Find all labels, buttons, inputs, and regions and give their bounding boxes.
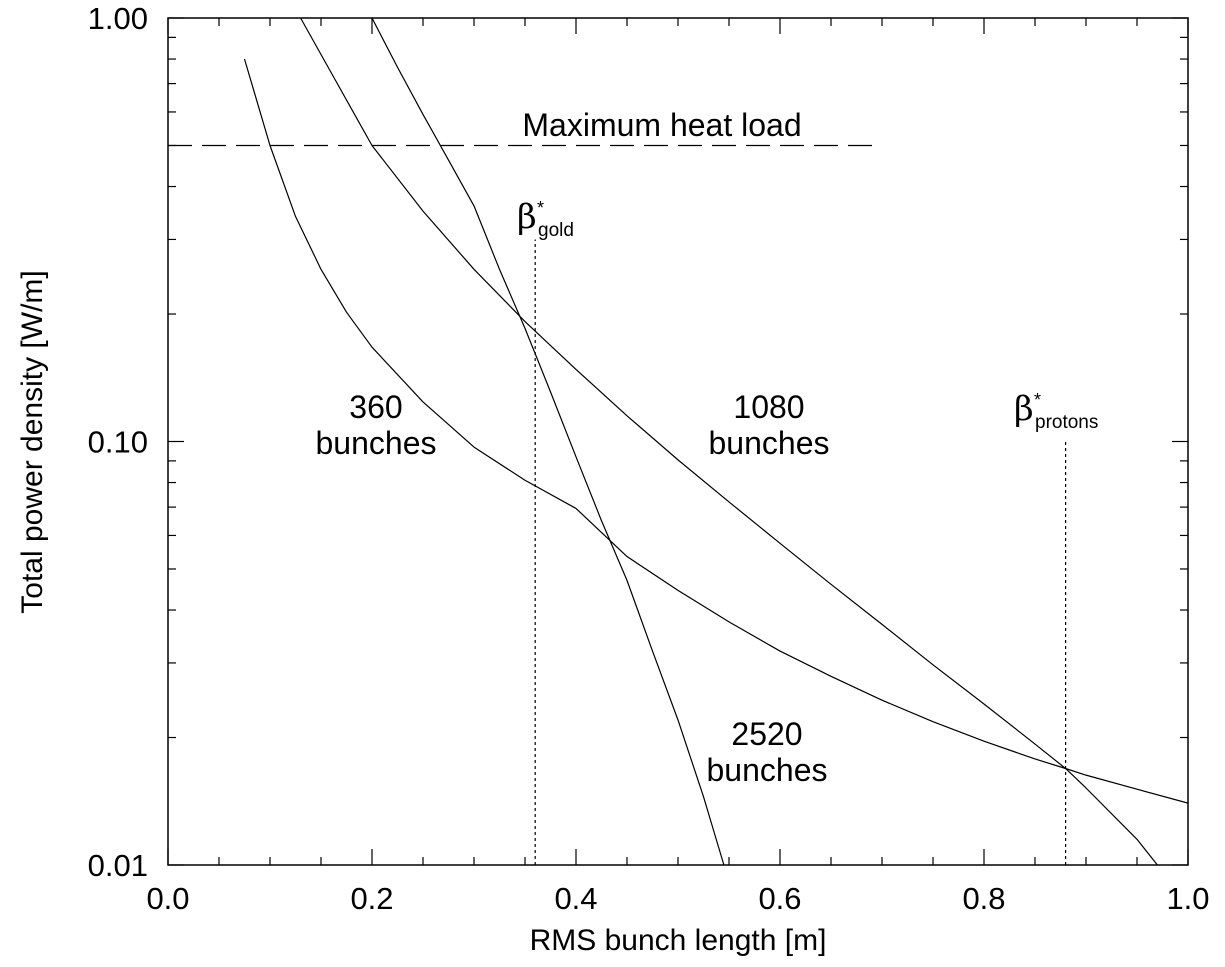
x-tick-label: 0.2 xyxy=(350,881,393,916)
series-label-2520: 2520 bunches xyxy=(707,716,828,788)
beta-gold-symbol: β xyxy=(517,197,537,237)
series-label-1080-line1: 1080 xyxy=(733,389,804,425)
beta-gold-subscript: gold xyxy=(538,220,574,241)
y-tick-label: 1.00 xyxy=(88,1,148,36)
x-tick-label: 0.0 xyxy=(146,881,189,916)
beta-protons-label: β * protons xyxy=(1014,389,1098,433)
x-axis-title: RMS bunch length [m] xyxy=(530,924,827,957)
x-tick-label: 0.6 xyxy=(758,881,801,916)
axis-tick-labels: 0.0 0.2 0.4 0.6 0.8 1.0 0.01 0.10 1.00 xyxy=(88,1,1210,916)
series-label-1080: 1080 bunches xyxy=(709,389,830,461)
series-label-2520-line2: bunches xyxy=(707,752,828,788)
series-label-360-line2: bunches xyxy=(316,425,437,461)
beta-protons-symbol: β xyxy=(1014,389,1034,429)
axis-ticks xyxy=(167,17,1189,866)
series-label-360-line1: 360 xyxy=(349,389,402,425)
y-tick-label: 0.01 xyxy=(88,848,148,883)
beta-protons-subscript: protons xyxy=(1035,412,1098,433)
x-tick-label: 0.8 xyxy=(962,881,1005,916)
series-label-1080-line2: bunches xyxy=(709,425,830,461)
y-axis-title: Total power density [W/m] xyxy=(16,270,49,613)
max-heat-load-label: Maximum heat load xyxy=(522,107,801,143)
series-label-360: 360 bunches xyxy=(316,389,437,461)
series-line-1080 xyxy=(300,17,1158,866)
series-line-360 xyxy=(243,58,1189,804)
x-tick-label: 0.4 xyxy=(554,881,597,916)
y-tick-label: 0.10 xyxy=(88,425,148,460)
beta-gold-label: β * gold xyxy=(517,197,574,241)
x-tick-label: 1.0 xyxy=(1166,881,1209,916)
data-series xyxy=(243,17,1189,866)
beta-gold-star: * xyxy=(537,198,544,218)
beta-protons-star: * xyxy=(1034,390,1041,410)
series-label-2520-line1: 2520 xyxy=(731,716,802,752)
reference-lines xyxy=(168,144,1067,865)
series-line-2520 xyxy=(371,17,725,866)
